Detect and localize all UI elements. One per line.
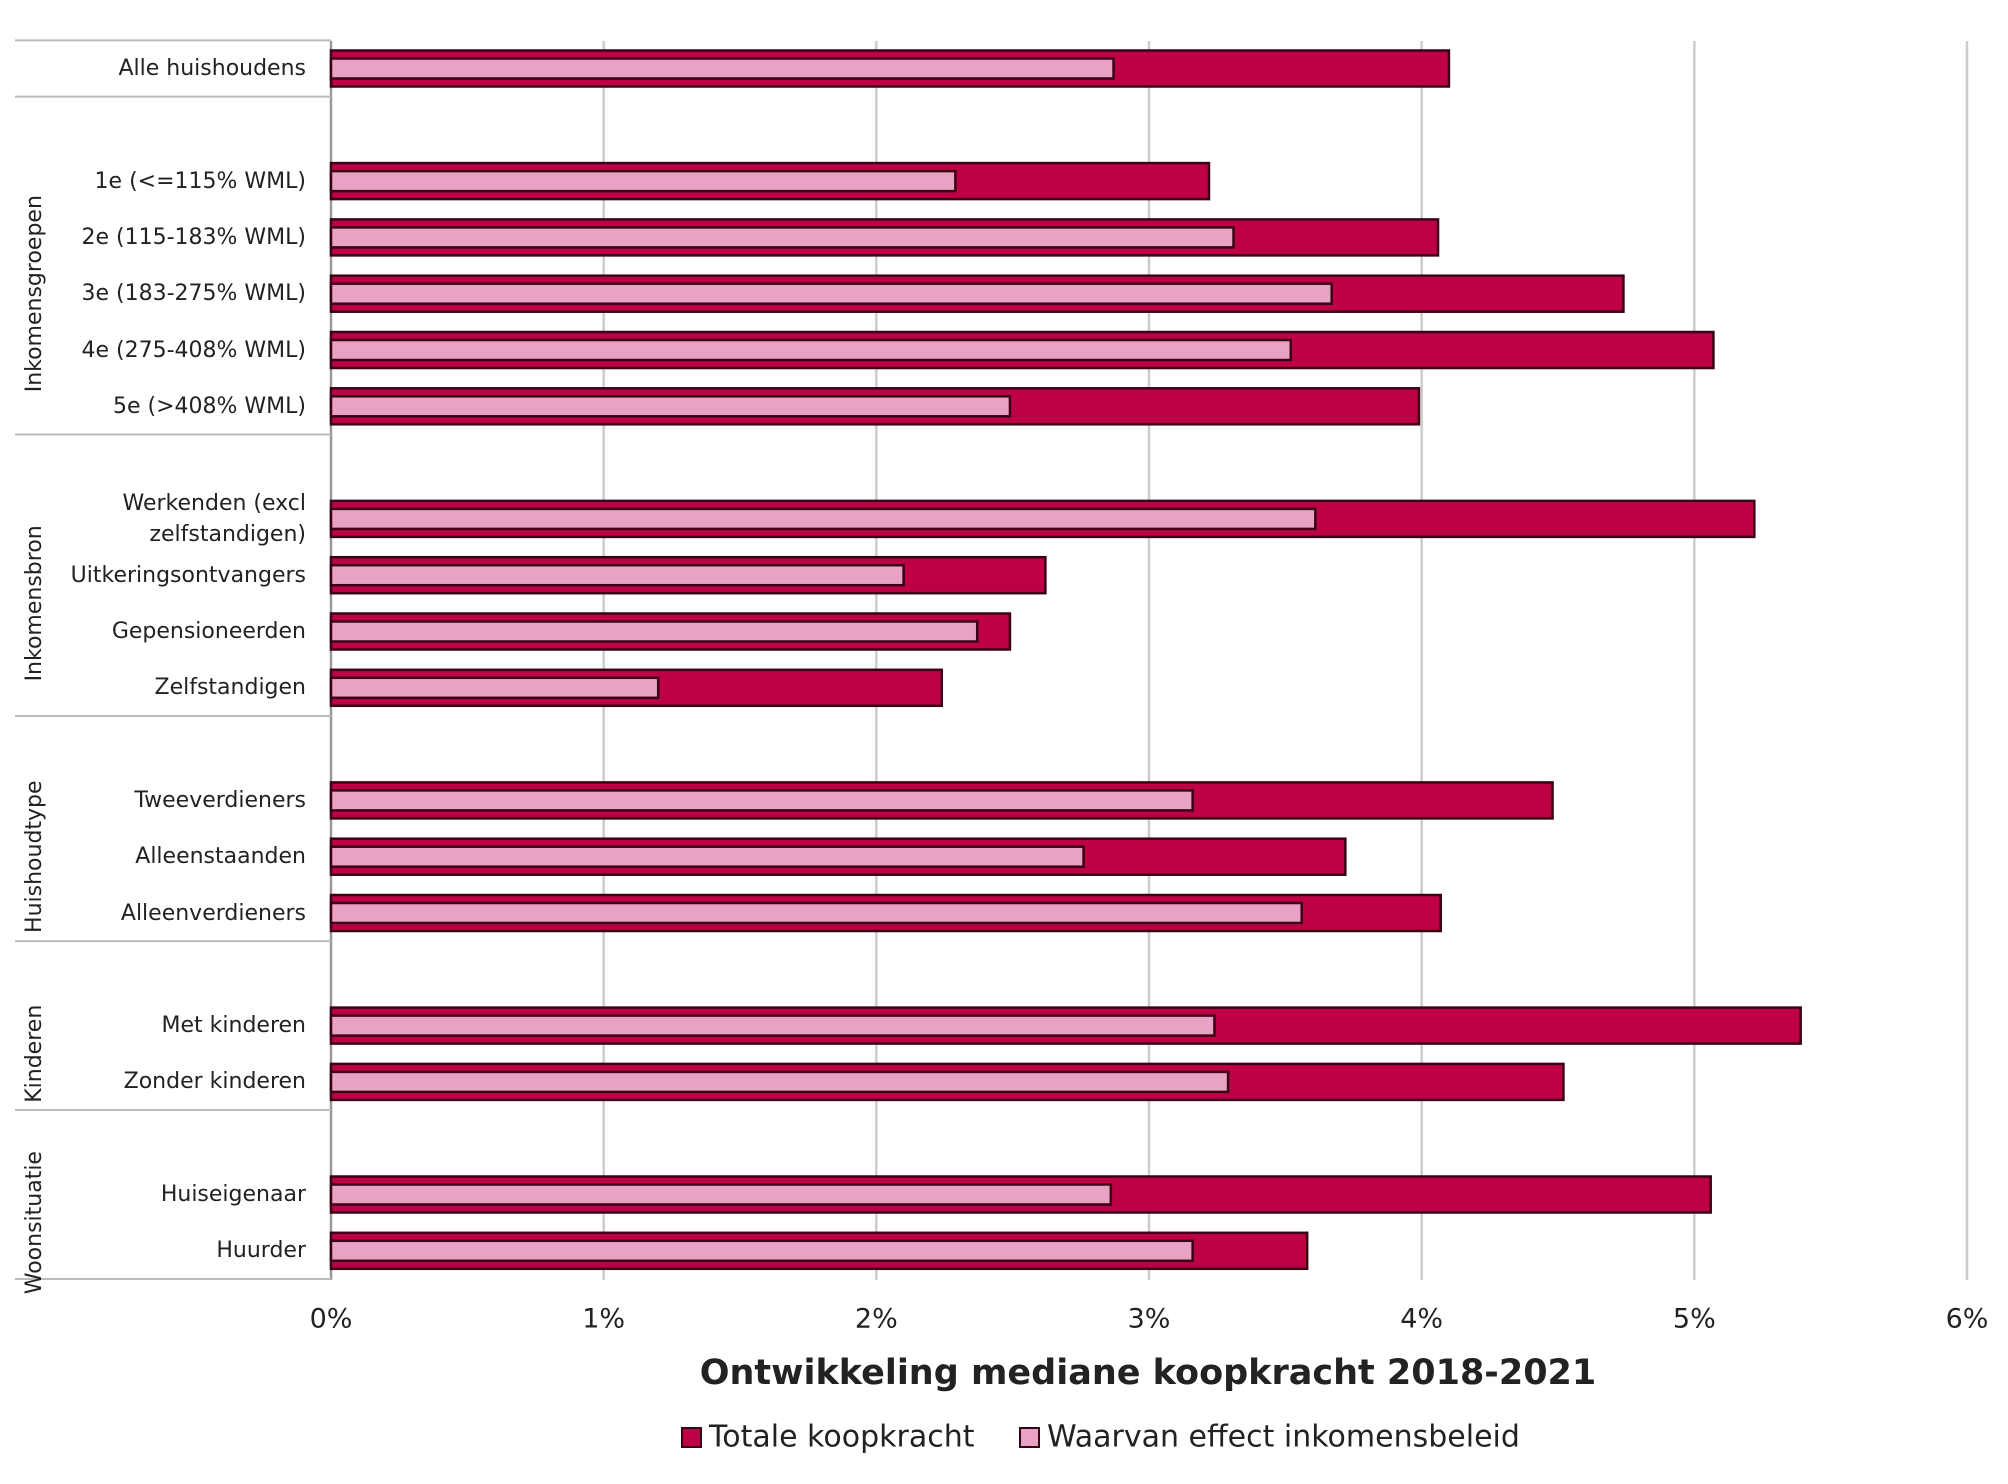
- bar: [329, 1070, 1230, 1094]
- x-axis-title: Ontwikkeling mediane koopkracht 2018-202…: [700, 1353, 1597, 1393]
- legend-label: Totale koopkracht: [708, 1420, 975, 1455]
- legend-swatch: [1019, 1427, 1040, 1448]
- bar: [329, 901, 1303, 925]
- category-label: Gepensioneerden: [111, 619, 306, 644]
- legend-label: Waarvan effect inkomensbeleid: [1047, 1420, 1520, 1455]
- category-label: Zonder kinderen: [123, 1069, 306, 1095]
- category-label: 2e (115-183% WML): [81, 224, 306, 250]
- bar: [329, 338, 1293, 362]
- group-label: Woonsituatie: [22, 1151, 47, 1294]
- group-label: Inkomensgroepen: [22, 195, 47, 392]
- category-label: Met kinderen: [161, 1013, 306, 1039]
- category-label: Huurder: [216, 1238, 306, 1264]
- category-label-box: 5e (>408% WML): [112, 393, 306, 419]
- bar: [329, 563, 905, 587]
- x-tick-label: 6%: [1946, 1304, 1989, 1335]
- group-label: Kinderen: [22, 1005, 47, 1103]
- category-label: Tweeverdieners: [134, 787, 306, 813]
- bar: [329, 169, 957, 193]
- category-label: Huiseigenaar: [160, 1182, 306, 1207]
- category-label-box: Alleenverdieners: [120, 900, 306, 926]
- group-label: Inkomensbron: [22, 525, 47, 681]
- category-label: Alleenstaanden: [135, 844, 306, 870]
- category-label: 1e (<=115% WML): [94, 168, 306, 194]
- x-tick-label: 2%: [855, 1304, 898, 1335]
- category-label-box: Werkenden (excl zelfstandigen): [122, 490, 307, 547]
- category-label: Zelfstandigen: [154, 675, 307, 701]
- x-tick-label: 4%: [1400, 1304, 1443, 1335]
- bar: [329, 395, 1012, 418]
- bar: [329, 789, 1194, 812]
- category-label-box: Huiseigenaar: [160, 1182, 306, 1207]
- category-label: 3e (183-275% WML): [81, 281, 306, 307]
- category-label-box: Zelfstandigen: [154, 675, 307, 701]
- category-label-box: Alle huishoudens: [118, 56, 306, 81]
- category-label-box: Alleenstaanden: [135, 844, 306, 870]
- category-label-box: 2e (115-183% WML): [81, 224, 306, 250]
- category-label: Alle huishoudens: [118, 56, 306, 81]
- bar: [329, 1239, 1194, 1263]
- x-tick-label: 1%: [582, 1304, 625, 1335]
- bar: [329, 676, 660, 700]
- group-label: Huishoudtype: [22, 780, 47, 933]
- category-label: Werkenden (excl zelfstandigen): [122, 490, 307, 547]
- category-label-box: 3e (183-275% WML): [81, 281, 306, 307]
- category-label-box: Met kinderen: [161, 1013, 306, 1039]
- x-tick-label: 3%: [1128, 1304, 1171, 1335]
- bar: [329, 282, 1333, 305]
- category-label: Alleenverdieners: [120, 900, 306, 926]
- category-label: 5e (>408% WML): [112, 393, 306, 419]
- category-label-box: Gepensioneerden: [111, 619, 306, 644]
- bar: [329, 1183, 1113, 1206]
- bar: [329, 226, 1235, 249]
- legend-swatch: [681, 1427, 702, 1448]
- bar: [329, 57, 1115, 80]
- category-label-box: 4e (275-408% WML): [81, 337, 306, 363]
- category-label: 4e (275-408% WML): [81, 337, 306, 363]
- category-label: Uitkeringsontvangers: [70, 562, 306, 588]
- category-label-box: Zonder kinderen: [123, 1069, 306, 1095]
- bar: [329, 507, 1317, 531]
- category-label-box: Huurder: [216, 1238, 306, 1264]
- bar: [329, 845, 1085, 868]
- bar: [329, 1014, 1216, 1037]
- bar: [329, 620, 979, 643]
- category-label-box: Uitkeringsontvangers: [70, 562, 306, 588]
- x-tick-label: 0%: [310, 1304, 353, 1335]
- category-label-box: Tweeverdieners: [134, 787, 306, 813]
- category-label-box: 1e (<=115% WML): [94, 168, 306, 194]
- x-tick-label: 5%: [1673, 1304, 1716, 1335]
